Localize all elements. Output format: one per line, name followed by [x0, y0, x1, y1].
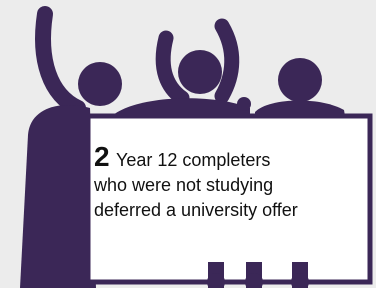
middle-hand: [237, 97, 251, 111]
infographic: 2 Year 12 completers who were not studyi…: [0, 0, 376, 288]
page: 2 Year 12 completers who were not studyi…: [0, 0, 376, 288]
sign-board: [88, 116, 370, 282]
sign-number: 2: [94, 141, 110, 172]
left-body: [20, 105, 96, 288]
left-head: [78, 62, 122, 106]
right-head: [278, 58, 322, 102]
sign-line: deferred a university offer: [94, 200, 298, 220]
middle-head: [178, 50, 222, 94]
sign-line: Year 12 completers: [116, 150, 270, 170]
sign-line: who were not studying: [93, 175, 273, 195]
